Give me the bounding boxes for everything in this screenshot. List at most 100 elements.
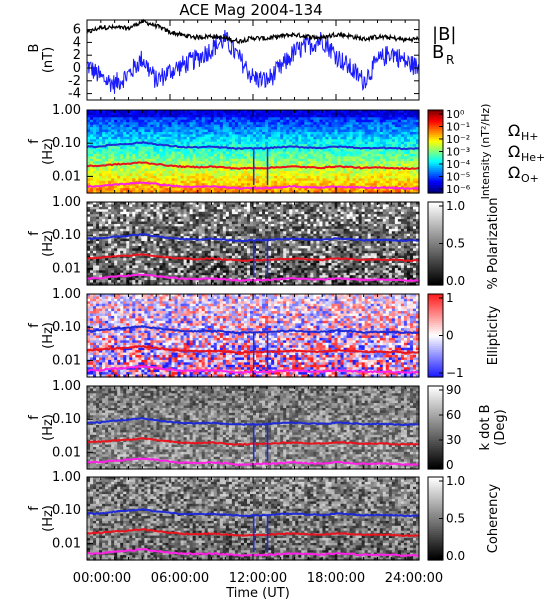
spectrogram-cell [243, 124, 248, 128]
spectrogram-cell [307, 141, 311, 145]
spectrogram-cell [243, 112, 248, 116]
spectrogram-cell [355, 127, 360, 131]
spectrogram-cell [253, 131, 257, 136]
spectrogram-cell [180, 131, 185, 136]
spectrogram-cell [192, 134, 197, 138]
spectrogram-cell [280, 131, 284, 136]
spectrogram-cell [111, 131, 115, 136]
spectrogram-cell [240, 136, 245, 140]
spectrogram-cell [159, 110, 164, 114]
spectrogram-cell [135, 110, 139, 114]
spectrogram-cell [114, 110, 118, 114]
spectrogram-cell [352, 139, 357, 143]
spectrogram-cell [90, 112, 94, 116]
spectrogram-cell [304, 117, 308, 121]
spectrogram-cell [195, 139, 200, 143]
spectrogram-cell [379, 151, 384, 155]
spectrogram-cell [243, 153, 248, 157]
spectrogram-cell [364, 134, 369, 138]
spectrogram-cell [289, 117, 293, 121]
spectrogram-cell [111, 117, 115, 121]
spectrogram-cell [177, 151, 182, 155]
spectrogram-cell [96, 139, 100, 143]
spectrogram-cell [316, 122, 320, 126]
spectrogram-cell [337, 122, 342, 126]
spectrogram-cell [96, 134, 100, 138]
spectrogram-cell [147, 136, 151, 140]
spectrogram-cell [165, 127, 170, 131]
spectrogram-cell [355, 131, 360, 136]
spectrogram-cell [346, 124, 351, 128]
spectrogram-cell [201, 124, 206, 128]
spectrogram-cell [337, 151, 342, 155]
spectrogram-cell [165, 119, 170, 123]
spectrogram-cell [334, 151, 339, 155]
spectrogram-cell [406, 114, 411, 118]
spectrogram-cell [268, 149, 272, 153]
spectrogram-cell [216, 151, 221, 155]
spectrogram-cell [126, 129, 130, 133]
spectrogram-cell [213, 129, 218, 133]
spectrogram-cell [228, 129, 233, 133]
spectrogram-cell [367, 131, 372, 136]
spectrogram-cell [135, 156, 139, 160]
spectrogram-cell [162, 117, 167, 121]
spectrogram-cell [102, 146, 106, 150]
spectrogram-cell [216, 149, 221, 153]
spectrogram-cell [364, 122, 369, 126]
spectrogram-cell [90, 131, 94, 136]
spectrogram-cell [108, 122, 112, 126]
spectrogram-cell [132, 122, 136, 126]
spectrogram-cell [132, 129, 136, 133]
spectrogram-cell [90, 119, 94, 123]
spectrogram-cell [373, 127, 378, 131]
spectrogram-cell [87, 149, 91, 153]
spectrogram-cell [355, 122, 360, 126]
spectrogram-cell [216, 112, 221, 116]
spectrogram-cell [102, 119, 106, 123]
spectrogram-cell [138, 112, 142, 116]
spectrogram-cell [141, 119, 145, 123]
spectrogram-cell [180, 117, 185, 121]
spectrogram-cell [256, 156, 260, 160]
spectrogram-cell [225, 144, 230, 148]
spectrogram-cell [268, 134, 272, 138]
spectrogram-cell [367, 149, 372, 153]
spectrogram-cell [210, 112, 215, 116]
spectrogram-cell [156, 153, 161, 157]
spectrogram-cell [165, 124, 170, 128]
spectrogram-cell [114, 129, 118, 133]
spectrogram-cell [358, 119, 363, 123]
spectrogram-cell [319, 149, 324, 153]
spectrogram-cell [246, 124, 251, 128]
spectrogram-cell [334, 139, 339, 143]
spectrogram-cell [126, 127, 130, 131]
spectrogram-cell [295, 151, 299, 155]
spectrogram-cell [246, 153, 251, 157]
spectrogram-cell [373, 141, 378, 145]
spectrogram-cell [394, 134, 399, 138]
spectrogram-cell [307, 129, 311, 133]
spectrogram-cell [271, 134, 275, 138]
spectrogram-cell [391, 110, 396, 114]
spectrogram-cell [334, 129, 339, 133]
spectrogram-cell [265, 127, 269, 131]
spectrogram-cell [403, 114, 408, 118]
spectrogram-cell [322, 127, 327, 131]
spectrogram-cell [198, 141, 203, 145]
spectrogram-cell [189, 127, 194, 131]
spectrogram-cell [337, 127, 342, 131]
spectrogram-cell [156, 122, 161, 126]
colorbar-tick-label: 10⁰ [446, 108, 465, 121]
spectrogram-cell [147, 151, 151, 155]
spectrogram-cell [355, 153, 360, 157]
spectrogram-cell [141, 117, 145, 121]
spectrogram-cell [174, 129, 179, 133]
spectrogram-cell [412, 117, 417, 121]
spectrogram-cell [105, 122, 109, 126]
spectrogram-cell [286, 110, 290, 114]
spectrogram-cell [183, 144, 188, 148]
spectrogram-cell [195, 156, 200, 160]
spectrogram-cell [322, 151, 327, 155]
spectrogram-cell [316, 144, 320, 148]
